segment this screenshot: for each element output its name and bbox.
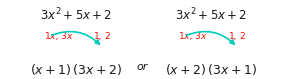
Text: $1x$, $3x$: $1x$, $3x$ (44, 30, 73, 42)
Text: $1x$, $3x$: $1x$, $3x$ (178, 30, 208, 42)
Text: $1$, $2$: $1$, $2$ (228, 30, 246, 42)
Text: or: or (136, 62, 148, 72)
Text: $3x^2 + 5x + 2$: $3x^2 + 5x + 2$ (175, 6, 247, 23)
Text: $(x + 2)\,(3x + 1)$: $(x + 2)\,(3x + 1)$ (165, 62, 257, 77)
Text: $(x + 1)\,(3x + 2)$: $(x + 1)\,(3x + 2)$ (30, 62, 122, 77)
Text: $1$, $2$: $1$, $2$ (93, 30, 111, 42)
Text: $3x^2 + 5x + 2$: $3x^2 + 5x + 2$ (40, 6, 112, 23)
